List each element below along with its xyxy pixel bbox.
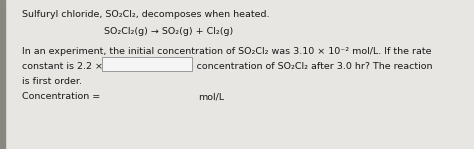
Text: Concentration =: Concentration = xyxy=(22,92,103,101)
Text: mol/L: mol/L xyxy=(198,92,224,101)
FancyBboxPatch shape xyxy=(102,57,192,71)
Bar xyxy=(0,0,5,149)
Text: is first order.: is first order. xyxy=(22,77,82,86)
Text: In an experiment, the initial concentration of SO₂Cl₂ was 3.10 × 10⁻² mol/L. If : In an experiment, the initial concentrat… xyxy=(22,47,431,56)
Text: constant is 2.2 × 10⁻⁵/s, what is the concentration of SO₂Cl₂ after 3.0 hr? The : constant is 2.2 × 10⁻⁵/s, what is the co… xyxy=(22,62,432,71)
Text: SO₂Cl₂(g) → SO₂(g) + Cl₂(g): SO₂Cl₂(g) → SO₂(g) + Cl₂(g) xyxy=(104,27,234,36)
Text: Sulfuryl chloride, SO₂Cl₂, decomposes when heated.: Sulfuryl chloride, SO₂Cl₂, decomposes wh… xyxy=(22,10,270,19)
